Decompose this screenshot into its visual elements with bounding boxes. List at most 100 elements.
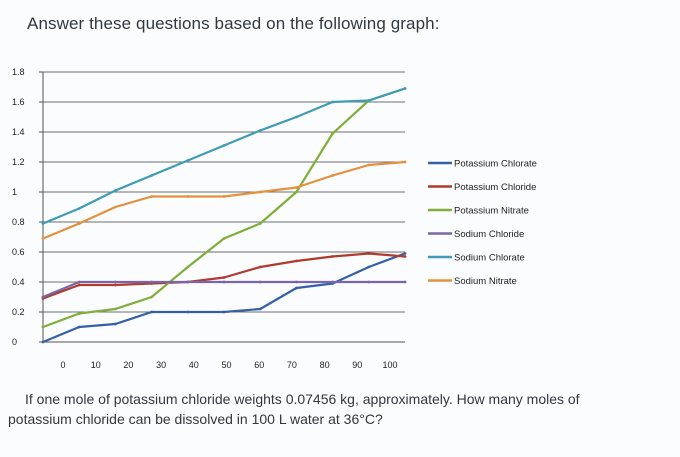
question-line-2: potassium chloride can be dissolved in 1… [8, 411, 383, 427]
series-line-potassium-nitrate [41, 87, 407, 329]
data-point [331, 132, 334, 135]
data-point [222, 144, 226, 147]
data-point [77, 222, 81, 225]
data-point [258, 280, 262, 284]
chart-series-lines [41, 87, 407, 344]
data-point [331, 280, 334, 284]
data-point [77, 283, 81, 287]
data-point [367, 252, 371, 255]
data-point [186, 159, 190, 162]
data-point [258, 190, 262, 194]
data-point [41, 340, 45, 344]
data-point [186, 265, 190, 269]
data-point [114, 189, 117, 192]
data-point [331, 100, 334, 104]
data-point [331, 174, 334, 177]
data-point [77, 312, 81, 315]
x-tick-label: 40 [189, 360, 199, 370]
x-axis-tick-labels: 0 10 20 30 40 50 60 70 80 90 100 [60, 360, 397, 370]
x-tick-label: 70 [287, 360, 297, 370]
question-text: If one mole of potassium chloride weight… [8, 389, 676, 429]
x-tick-label: 10 [91, 360, 101, 370]
data-point [114, 322, 117, 326]
legend-item: Potassium Chlorate [428, 159, 537, 170]
x-tick-label: 80 [320, 360, 330, 370]
data-point [295, 286, 298, 290]
y-tick-label: 1.8 [12, 67, 25, 77]
data-point [77, 325, 81, 329]
y-axis-tick-labels: 0 0.2 0.4 0.6 0.8 1 1.2 1.4 1.6 1.8 [12, 67, 25, 347]
data-point [403, 87, 407, 90]
y-tick-label: 0.6 [12, 247, 25, 257]
data-point [367, 163, 371, 167]
y-tick-label: 1.4 [12, 127, 25, 137]
data-point [331, 255, 334, 258]
data-point [258, 129, 262, 132]
y-tick-label: 1.6 [12, 97, 25, 107]
legend-label: Potassium Chlorate [454, 159, 537, 170]
y-tick-label: 0 [12, 337, 17, 347]
data-point [258, 307, 262, 311]
data-point [222, 310, 226, 314]
y-tick-label: 0.8 [12, 217, 25, 227]
data-point [150, 310, 154, 314]
legend-item: Sodium Chlorate [428, 253, 525, 264]
legend-label: Potassium Chloride [454, 182, 536, 193]
data-point [186, 310, 190, 314]
data-point [403, 280, 407, 284]
y-tick-label: 1.2 [12, 157, 25, 167]
data-point [295, 190, 298, 194]
data-point [114, 205, 117, 209]
data-point [150, 295, 154, 299]
data-point [41, 237, 45, 240]
data-point [403, 160, 407, 164]
solubility-chart: 0 0.2 0.4 0.6 0.8 1 1.2 1.4 1.6 1.8 0 10 20 30 40 50 60… [12, 67, 537, 370]
data-point [114, 283, 117, 287]
data-point [222, 237, 226, 240]
data-point [186, 195, 190, 198]
chart-legend: Potassium Chlorate Potassium Chloride Pota… [428, 159, 537, 287]
legend-label: Potassium Nitrate [454, 206, 529, 217]
y-tick-label: 1 [12, 187, 17, 197]
legend-label: Sodium Chlorate [454, 253, 525, 264]
legend-item: Potassium Chloride [428, 182, 536, 193]
series-line-potassium-chlorate [41, 252, 407, 344]
data-point [150, 280, 154, 284]
x-tick-label: 30 [156, 360, 166, 370]
y-tick-label: 0.4 [12, 277, 25, 287]
x-tick-label: 100 [382, 360, 397, 370]
data-point [77, 280, 81, 284]
x-tick-label: 20 [123, 360, 133, 370]
x-tick-label: 0 [60, 360, 65, 370]
legend-label: Sodium Nitrate [454, 276, 517, 287]
legend-item: Sodium Nitrate [428, 276, 517, 287]
data-point [295, 259, 298, 263]
data-point [258, 222, 262, 225]
data-point [367, 99, 371, 102]
data-point [150, 195, 154, 198]
data-point [295, 115, 298, 119]
x-tick-label: 50 [221, 360, 231, 370]
data-point [295, 186, 298, 189]
data-point [114, 280, 117, 284]
data-point [258, 265, 262, 269]
chart-gridlines [43, 71, 405, 343]
x-tick-label: 90 [352, 360, 362, 370]
legend-item: Potassium Nitrate [428, 206, 529, 217]
data-point [222, 280, 226, 284]
data-point [403, 252, 407, 255]
legend-item: Sodium Chloride [428, 229, 524, 240]
data-point [41, 222, 45, 225]
series-line-sodium-chlorate [41, 87, 407, 225]
data-point [403, 255, 407, 258]
data-point [150, 174, 154, 177]
data-point [77, 207, 81, 210]
data-point [222, 195, 226, 198]
chart-axes [39, 71, 405, 343]
data-point [222, 276, 226, 279]
data-point [367, 280, 371, 284]
data-point [41, 325, 45, 329]
legend-label: Sodium Chloride [454, 229, 524, 240]
page-heading: Answer these questions based on the foll… [27, 14, 440, 33]
question-line-1: If one mole of potassium chloride weight… [25, 391, 580, 407]
